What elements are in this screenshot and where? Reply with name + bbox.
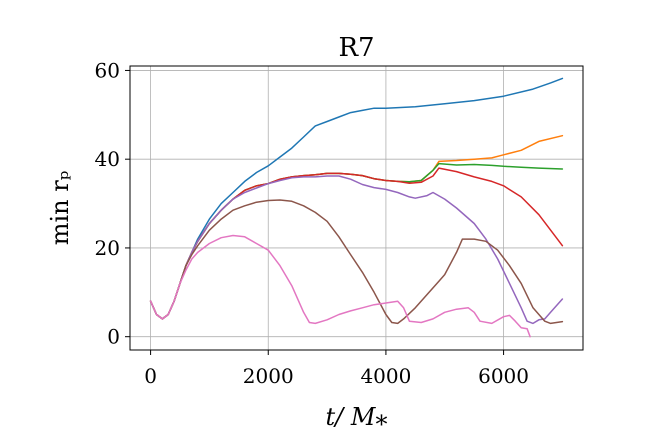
series-line-1 [149,77,564,320]
y-tick-label: 0 [107,325,120,349]
x-tick-label: 0 [144,364,157,388]
y-tick-label: 60 [95,58,120,82]
x-tick-label: 4000 [360,364,411,388]
x-tick-label: 2000 [243,364,294,388]
x-tick-label: 6000 [478,364,529,388]
axes-frame [129,65,584,351]
grid [130,66,583,350]
plot-area [149,77,564,338]
series-line-7 [149,234,531,338]
chart-title: R7 [338,33,374,63]
ticks: 0 2000 4000 6000 0 20 40 60 [95,58,529,388]
x-axis-label: t/ M⁎ [326,403,388,431]
y-axis-label: min rₚ [46,171,74,246]
series-line-6 [149,199,564,325]
series-line-4 [149,167,564,320]
y-tick-label: 20 [95,236,120,260]
y-tick-label: 40 [95,147,120,171]
series-line-5 [149,175,564,325]
